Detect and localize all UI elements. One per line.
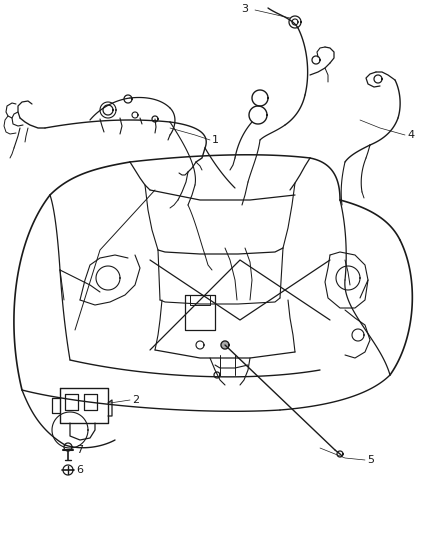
Text: 4: 4 [407,130,414,140]
Polygon shape [221,341,229,349]
Text: 1: 1 [212,135,219,145]
Text: 6: 6 [76,465,83,475]
Text: 7: 7 [76,445,83,455]
Text: 3: 3 [241,4,248,14]
Text: 2: 2 [132,395,139,405]
Text: 5: 5 [367,455,374,465]
